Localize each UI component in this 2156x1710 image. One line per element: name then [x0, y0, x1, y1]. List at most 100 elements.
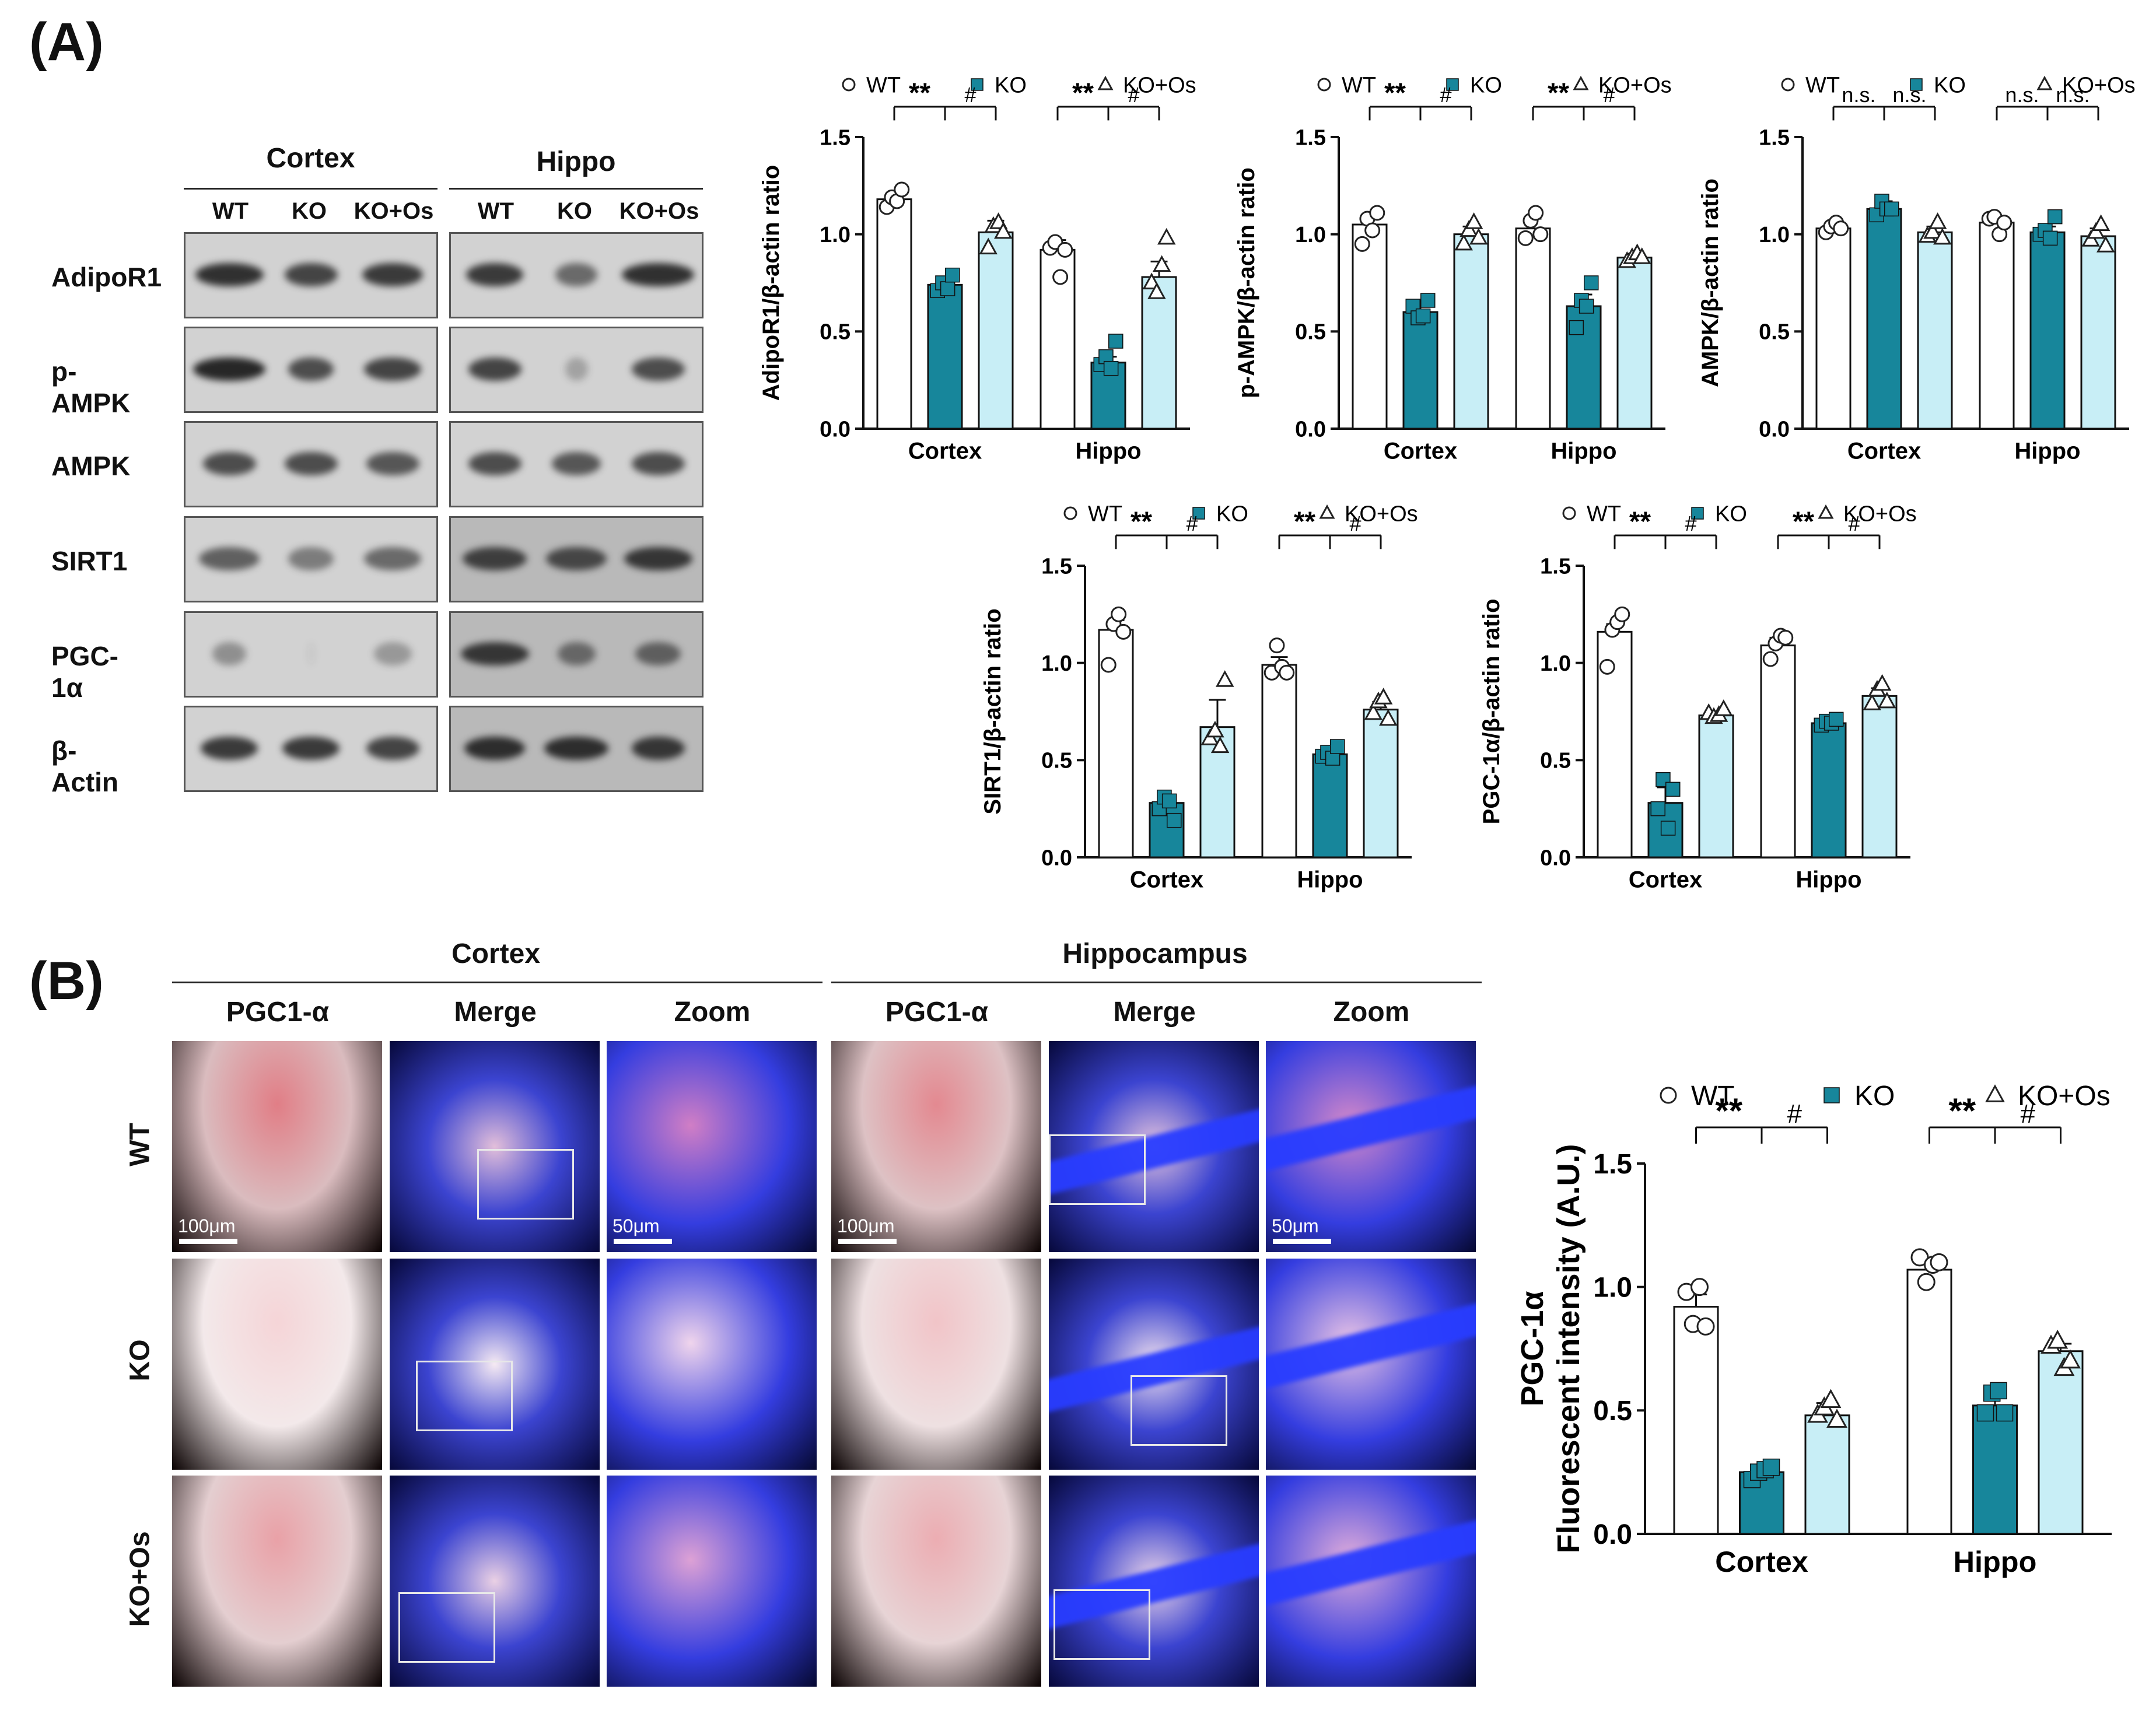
legend-marker: [1691, 507, 1704, 520]
legend-marker: [1818, 504, 1834, 519]
data-point: [1279, 664, 1295, 681]
y-tick-label: 1.5: [1759, 125, 1790, 150]
western-blot-image: [449, 421, 704, 507]
zoom-region-box: [1054, 1589, 1150, 1660]
data-point: [1532, 226, 1549, 243]
y-tick-label: 0.5: [1759, 320, 1790, 345]
fluorescence-image: [390, 1041, 600, 1252]
western-blot-image: [449, 516, 704, 602]
data-point: [1206, 720, 1224, 738]
legend-label: WT: [1805, 73, 1840, 97]
data-point: [1379, 709, 1398, 726]
data-point: [1517, 230, 1534, 246]
protein-band: [631, 737, 685, 760]
y-axis-label: PGC-1α/β-actin ratio: [1479, 599, 1504, 825]
y-axis-label: Fluorescent intensity (A.U.): [1551, 1144, 1586, 1553]
bar: [1698, 714, 1734, 858]
wb-lane: KO+Os: [619, 198, 699, 224]
zoom-region-box: [416, 1361, 513, 1431]
data-point: [1917, 1273, 1936, 1291]
data-point: [1996, 1404, 2014, 1422]
western-blot-image: [184, 232, 438, 318]
data-point: [1584, 275, 1599, 290]
data-point: [1633, 247, 1651, 264]
if-col-label: Zoom: [674, 997, 751, 1028]
significance-label: #: [1186, 511, 1198, 535]
data-point: [1933, 227, 1952, 245]
data-point: [1115, 623, 1132, 640]
legend-label: KO: [995, 73, 1027, 97]
protein-band: [364, 358, 421, 381]
fluorescence-image: [390, 1476, 600, 1687]
wb-protein-label: SIRT1: [51, 546, 128, 576]
panel-b-label: (B): [29, 951, 104, 1011]
data-point: [1157, 227, 1176, 245]
protein-band: [551, 452, 601, 475]
if-col-label: Zoom: [1333, 997, 1410, 1028]
bar: [876, 198, 912, 430]
significance-label: #: [1685, 511, 1696, 535]
chart-pampk: WT KO KO+Os 0.0 0.5 1.0 1.5 p-AMPK/β-actin rati…: [1234, 73, 1672, 464]
data-point: [1269, 637, 1285, 654]
data-point: [1762, 1458, 1780, 1476]
significance-label: **: [1548, 78, 1569, 108]
data-point: [1369, 205, 1385, 221]
category-label: Hippo: [1796, 867, 1862, 892]
protein-band: [288, 547, 334, 570]
fluorescence-image: 100μm: [831, 1041, 1041, 1252]
fluorescence-image: [831, 1476, 1041, 1687]
if-col-label: PGC1-α: [885, 997, 989, 1028]
data-point: [1167, 812, 1182, 828]
y-tick-label: 0.5: [1540, 749, 1571, 773]
y-tick-label: 0.0: [1593, 1519, 1632, 1550]
y-tick-label: 1.5: [820, 125, 850, 150]
y-axis-label: SIRT1/β-actin ratio: [980, 608, 1006, 814]
data-point: [1777, 629, 1794, 646]
wb-lane: KO+Os: [354, 198, 434, 224]
protein-band: [193, 358, 265, 381]
western-blot-image: [184, 706, 438, 792]
data-point: [1147, 282, 1166, 299]
legend-label: KO: [1216, 502, 1248, 526]
bar: [1312, 753, 1348, 858]
protein-band: [364, 547, 421, 570]
data-point: [1829, 712, 1844, 727]
y-tick-label: 1.0: [1295, 223, 1326, 247]
bar: [1760, 644, 1796, 858]
y-tick-label: 1.0: [1540, 651, 1571, 676]
data-point: [1216, 670, 1234, 687]
fluorescence-image: [172, 1476, 382, 1687]
data-point: [1923, 222, 1942, 239]
data-point: [1826, 1408, 1847, 1428]
bar: [1616, 257, 1653, 430]
legend-marker: [1573, 75, 1589, 90]
protein-band: [565, 358, 588, 381]
data-point: [1976, 1404, 1994, 1422]
legend-label: WT: [1587, 502, 1621, 526]
legend-marker: [1446, 78, 1459, 91]
significance-label: **: [1715, 1091, 1742, 1130]
significance-label: #: [964, 83, 976, 107]
data-point: [1863, 693, 1881, 710]
protein-band: [195, 263, 264, 286]
protein-band: [544, 737, 609, 760]
data-point: [1650, 801, 1665, 817]
zoom-region-box: [1130, 1375, 1227, 1446]
protein-band: [202, 452, 256, 475]
protein-band: [466, 263, 523, 286]
data-point: [1374, 688, 1393, 705]
y-tick-label: 0.0: [1540, 846, 1571, 870]
wb-protein-label: AMPK: [51, 451, 131, 481]
y-axis-label: AMPK/β-actin ratio: [1698, 178, 1723, 387]
y-tick-label: 1.0: [820, 223, 850, 247]
fluorescence-image: 100μm: [172, 1041, 382, 1252]
data-point: [1930, 1253, 1948, 1271]
y-tick-label: 1.0: [1041, 651, 1072, 676]
bar: [1261, 664, 1297, 858]
fluorescence-image: [1049, 1259, 1259, 1470]
scale-bar-label: 50μm: [612, 1215, 660, 1236]
legend-label: WT: [866, 73, 901, 97]
protein-band: [555, 263, 597, 286]
protein-band: [282, 737, 340, 760]
fluorescence-image: [390, 1259, 600, 1470]
